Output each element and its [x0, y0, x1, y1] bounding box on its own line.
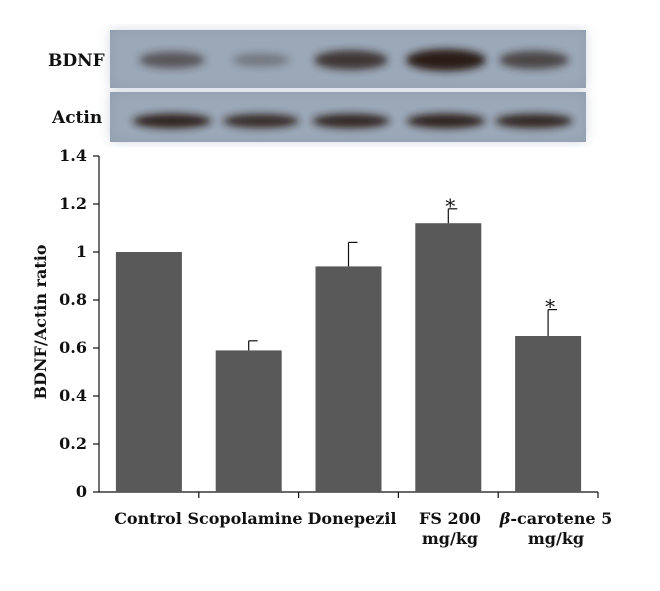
bar — [115, 252, 182, 492]
blot-band — [406, 113, 486, 129]
y-tick-label: 0.6 — [59, 338, 87, 357]
blot-band — [232, 53, 290, 67]
y-tick-label: 0.4 — [59, 386, 87, 405]
category-label: β-carotene 5 — [499, 509, 613, 528]
blot-band — [314, 50, 388, 70]
category-label: Control — [114, 509, 182, 528]
bar — [215, 350, 282, 492]
y-tick-label: 0 — [76, 482, 87, 501]
bar — [415, 223, 482, 492]
bars — [115, 223, 582, 492]
category-label: Donepezil — [308, 509, 397, 528]
significance-marks: ** — [445, 194, 555, 319]
error-bars — [248, 208, 558, 351]
bar — [515, 336, 582, 492]
blot-bands-actin — [132, 113, 573, 129]
blot-band — [312, 113, 390, 129]
bar — [315, 266, 382, 492]
significance-mark: * — [445, 194, 455, 218]
y-tick-label: 0.8 — [59, 290, 87, 309]
y-axis-title: BDNF/Actin ratio — [31, 244, 50, 399]
bar-chart: BDNF/Actin ratio 00.20.40.60.811.21.4 **… — [31, 146, 612, 548]
blot-band — [406, 49, 486, 71]
western-blot: BDNF Actin — [48, 30, 586, 142]
y-tick-label: 1.2 — [59, 194, 87, 213]
blot-band — [222, 114, 300, 128]
blot-bands-bdnf — [139, 49, 569, 71]
blot-band — [495, 113, 573, 129]
y-tick-label: 1 — [76, 242, 87, 261]
category-label: mg/kg — [422, 529, 478, 548]
y-tick-label: 1.4 — [59, 146, 87, 165]
y-tick-label: 0.2 — [59, 434, 87, 453]
category-label: FS 200 — [419, 509, 481, 528]
blot-label-actin: Actin — [51, 108, 102, 128]
blot-band — [139, 51, 205, 69]
blot-strip-actin — [110, 92, 586, 142]
category-labels: Control Scopolamine Donepezil FS 200mg/kgβ-… — [114, 509, 612, 548]
x-ticks — [198, 492, 599, 498]
blot-strip-bdnf — [110, 30, 586, 88]
blot-band — [499, 50, 569, 70]
significance-mark: * — [545, 295, 555, 319]
category-label: Scopolamine — [187, 509, 302, 528]
y-ticks: 0 0.2 0.4 0.6 0.8 1 1.2 1.4 — [59, 146, 99, 501]
category-label: mg/kg — [528, 529, 584, 548]
blot-label-bdnf: BDNF — [48, 51, 105, 71]
blot-band — [132, 113, 212, 129]
